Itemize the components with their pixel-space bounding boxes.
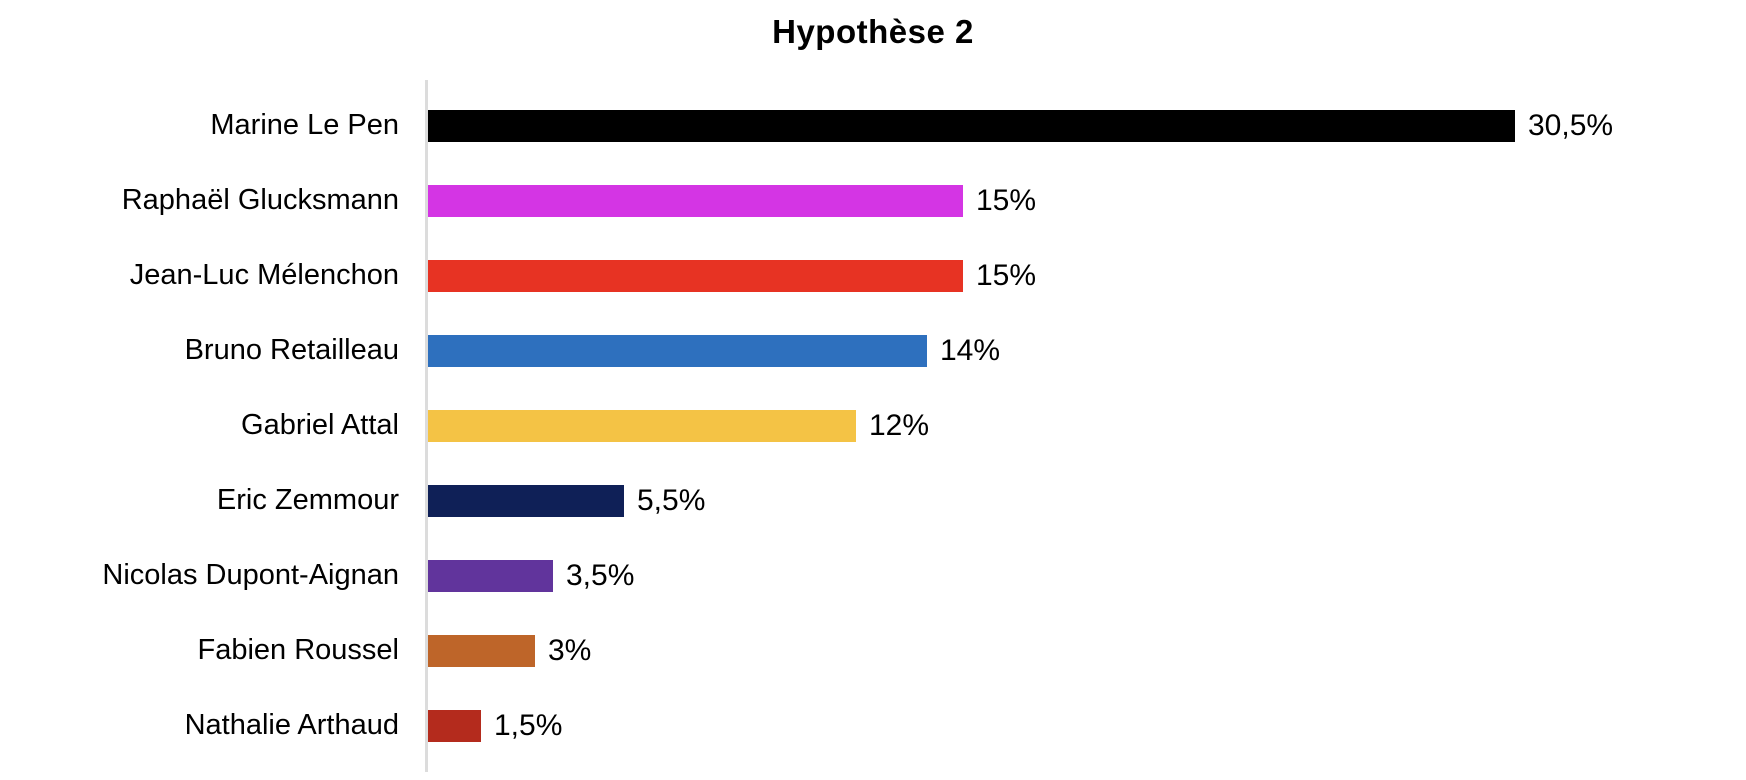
- category-label: Eric Zemmour: [216, 484, 399, 516]
- bar-area: 12%: [426, 388, 1746, 463]
- category-label: Raphaël Glucksmann: [121, 184, 399, 216]
- bar-rows-container: Marine Le Pen 30,5% Raphaël Glucksmann 1…: [0, 88, 1746, 763]
- category-label: Nicolas Dupont-Aignan: [102, 559, 399, 591]
- bar-row: Jean-Luc Mélenchon 15%: [0, 238, 1746, 313]
- bar-row: Bruno Retailleau 14%: [0, 313, 1746, 388]
- bar: [428, 334, 927, 367]
- category-label: Fabien Roussel: [197, 634, 400, 666]
- bar: [428, 409, 856, 442]
- value-label: 5,5%: [637, 483, 706, 517]
- value-label: 15%: [976, 183, 1037, 217]
- bar-row: Nathalie Arthaud 1,5%: [0, 688, 1746, 763]
- bar-row: Raphaël Glucksmann 15%: [0, 163, 1746, 238]
- value-label: 30,5%: [1528, 108, 1614, 142]
- bar-area: 14%: [426, 313, 1746, 388]
- bar-row: Nicolas Dupont-Aignan 3,5%: [0, 538, 1746, 613]
- bar-row: Gabriel Attal 12%: [0, 388, 1746, 463]
- bar-area: 30,5%: [426, 88, 1746, 163]
- bar-area: 5,5%: [426, 463, 1746, 538]
- value-label: 15%: [976, 258, 1037, 292]
- category-label: Jean-Luc Mélenchon: [129, 259, 399, 291]
- y-axis-line: [425, 80, 428, 772]
- bar-area: 15%: [426, 163, 1746, 238]
- bar-area: 15%: [426, 238, 1746, 313]
- bar-area: 3%: [426, 613, 1746, 688]
- bar-row: Eric Zemmour 5,5%: [0, 463, 1746, 538]
- bar-area: 3,5%: [426, 538, 1746, 613]
- category-label: Nathalie Arthaud: [184, 709, 399, 741]
- bar-row: Fabien Roussel 3%: [0, 613, 1746, 688]
- chart-title: Hypothèse 2: [772, 13, 974, 50]
- bar: [428, 484, 624, 517]
- category-label: Bruno Retailleau: [184, 334, 399, 366]
- value-label: 3%: [548, 633, 592, 667]
- category-label: Gabriel Attal: [241, 409, 399, 441]
- category-label: Marine Le Pen: [210, 109, 399, 141]
- bar-row: Marine Le Pen 30,5%: [0, 88, 1746, 163]
- bar: [428, 109, 1515, 142]
- bar: [428, 559, 553, 592]
- bar: [428, 634, 535, 667]
- value-label: 1,5%: [494, 708, 563, 742]
- bar: [428, 184, 963, 217]
- value-label: 3,5%: [566, 558, 635, 592]
- value-label: 12%: [869, 408, 930, 442]
- value-label: 14%: [940, 333, 1001, 367]
- bar: [428, 709, 481, 742]
- bar-area: 1,5%: [426, 688, 1746, 763]
- bar: [428, 259, 963, 292]
